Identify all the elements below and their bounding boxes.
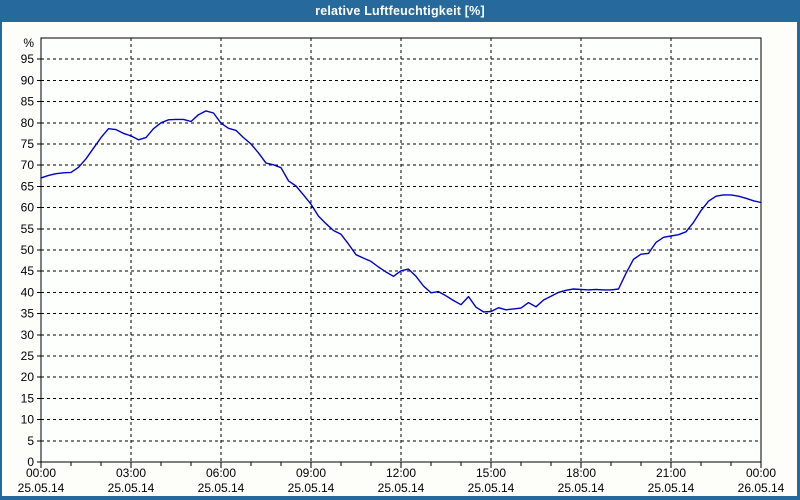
plot-frame bbox=[40, 37, 762, 463]
x-axis-labels: 00:0025.05.1403:0025.05.1406:0025.05.140… bbox=[18, 466, 785, 495]
y-axis-label: 65 bbox=[21, 179, 35, 193]
gridlines bbox=[41, 38, 761, 462]
x-axis-date-label: 25.05.14 bbox=[288, 481, 335, 495]
y-axis-label: 85 bbox=[21, 95, 35, 109]
x-axis-date-label: 25.05.14 bbox=[648, 481, 695, 495]
y-axis-label: 20 bbox=[21, 370, 35, 384]
y-axis-label: 35 bbox=[21, 307, 35, 321]
window-title: relative Luftfeuchtigkeit [%] bbox=[315, 4, 485, 18]
x-axis-date-label: 25.05.14 bbox=[468, 481, 515, 495]
y-axis-label: 5 bbox=[27, 434, 34, 448]
y-axis-unit-label: % bbox=[23, 36, 34, 50]
x-axis-time-label: 00:00 bbox=[26, 466, 56, 480]
x-axis-time-label: 12:00 bbox=[386, 466, 416, 480]
x-axis-time-label: 00:00 bbox=[746, 466, 776, 480]
x-axis-time-label: 03:00 bbox=[116, 466, 146, 480]
axis-ticks bbox=[37, 58, 762, 468]
window-titlebar: relative Luftfeuchtigkeit [%] bbox=[0, 0, 800, 22]
x-axis-date-label: 25.05.14 bbox=[378, 481, 425, 495]
y-axis-label: 50 bbox=[21, 243, 35, 257]
x-axis-date-label: 26.05.14 bbox=[738, 481, 785, 495]
y-axis-labels: 0 5 10 15 20 25 30 35 40 45 50 55 60 65 70 75 80 85 90 95% bbox=[21, 36, 35, 469]
y-axis-label: 80 bbox=[21, 116, 35, 130]
x-axis-time-label: 15:00 bbox=[476, 466, 506, 480]
y-axis-label: 10 bbox=[21, 413, 35, 427]
y-axis-label: 70 bbox=[21, 158, 35, 172]
y-axis-label: 55 bbox=[21, 222, 35, 236]
y-axis-label: 75 bbox=[21, 137, 35, 151]
x-axis-date-label: 25.05.14 bbox=[108, 481, 155, 495]
y-axis-label: 25 bbox=[21, 349, 35, 363]
y-axis-label: 95 bbox=[21, 52, 35, 66]
x-axis-date-label: 25.05.14 bbox=[198, 481, 245, 495]
y-axis-label: 60 bbox=[21, 201, 35, 215]
humidity-series-line bbox=[40, 110, 762, 313]
x-axis-time-label: 21:00 bbox=[656, 466, 686, 480]
x-axis-time-label: 09:00 bbox=[296, 466, 326, 480]
y-axis-label: 30 bbox=[21, 328, 35, 342]
y-axis-label: 15 bbox=[21, 391, 35, 405]
x-axis-time-label: 06:00 bbox=[206, 466, 236, 480]
y-axis-label: 40 bbox=[21, 285, 35, 299]
x-axis-time-label: 18:00 bbox=[566, 466, 596, 480]
y-axis-label: 0 bbox=[27, 455, 34, 469]
y-axis-label: 90 bbox=[21, 73, 35, 87]
x-axis-date-label: 25.05.14 bbox=[18, 481, 65, 495]
y-axis-label: 45 bbox=[21, 264, 35, 278]
x-axis-date-label: 25.05.14 bbox=[558, 481, 605, 495]
